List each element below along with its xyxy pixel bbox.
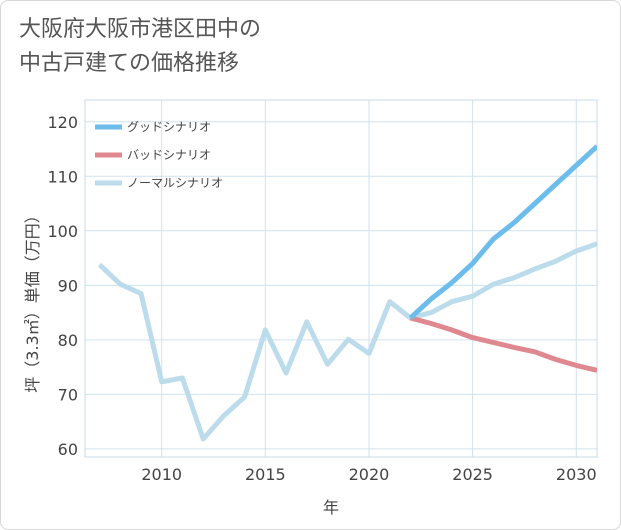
y-tick-label: 120 xyxy=(47,113,78,132)
series-line-2 xyxy=(97,241,597,442)
y-tick-label: 70 xyxy=(58,385,78,404)
series-lines xyxy=(97,144,597,442)
legend-label-1: バッドシナリオ xyxy=(127,148,211,162)
y-axis-title: 坪（3.3㎡）単価（万円） xyxy=(23,207,42,392)
y-tick-label: 60 xyxy=(58,440,78,459)
series-line-0 xyxy=(408,144,597,320)
x-tick-label: 2025 xyxy=(452,465,493,484)
y-tick-label: 90 xyxy=(58,276,78,295)
x-tick-label: 2010 xyxy=(141,465,182,484)
chart-title: 大阪府大阪市港区田中の 中古戸建ての価格推移 xyxy=(19,13,261,81)
grid xyxy=(84,99,598,458)
plot-frame xyxy=(84,99,598,458)
series-line-1 xyxy=(409,315,597,373)
y-tick-label: 110 xyxy=(47,167,78,186)
x-tick-label: 2015 xyxy=(245,465,286,484)
x-axis-title: 年 xyxy=(323,498,339,517)
x-tick-label: 2030 xyxy=(556,465,597,484)
chart-title-line-2: 中古戸建ての価格推移 xyxy=(19,51,240,76)
x-tick-label: 2020 xyxy=(349,465,390,484)
legend-label-2: ノーマルシナリオ xyxy=(127,176,223,190)
legend-label-0: グッドシナリオ xyxy=(127,120,211,134)
axes: 60 70 80 90 100 110 120 2010 2015 2020 2025 2030 xyxy=(47,113,596,484)
y-tick-label: 80 xyxy=(58,331,78,350)
chart-title-line-1: 大阪府大阪市港区田中の xyxy=(19,17,262,42)
y-tick-label: 100 xyxy=(47,222,78,241)
